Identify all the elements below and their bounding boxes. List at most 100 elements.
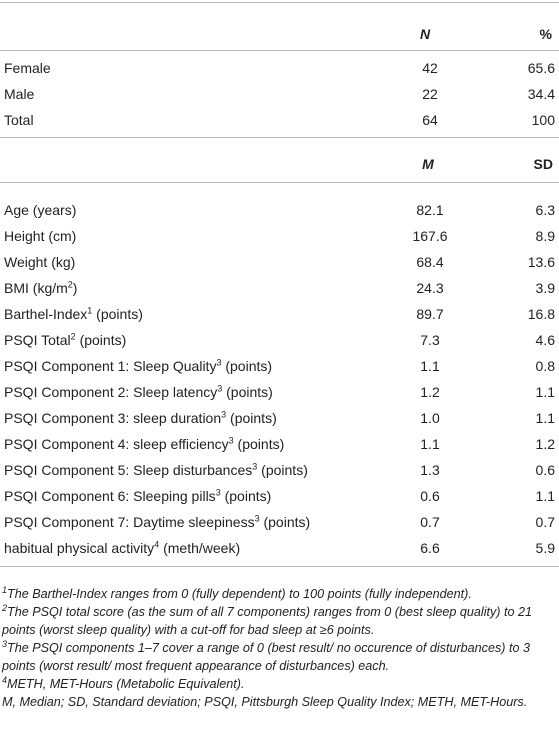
- label-text: PSQI Component 7: Daytime sleepiness: [4, 514, 255, 530]
- label-text: (points): [75, 332, 127, 348]
- superscript: 2: [70, 331, 76, 342]
- label-text: (points): [257, 462, 308, 478]
- cell-pct: 100: [531, 112, 555, 128]
- cell-sd: 1.1: [535, 410, 555, 426]
- cell-m: 6.6: [420, 540, 440, 556]
- superscript: 3: [221, 409, 227, 420]
- row-label: Female: [4, 60, 51, 76]
- cell-m: 0.6: [420, 488, 440, 504]
- cell-m: 1.2: [420, 384, 440, 400]
- footnote: 2The PSQI total score (as the sum of all…: [2, 603, 554, 639]
- row-label: PSQI Component 1: Sleep Quality3 (points…: [4, 357, 272, 375]
- cell-sd: 0.7: [535, 514, 555, 530]
- row-label: PSQI Component 4: sleep efficiency3 (poi…: [4, 435, 284, 453]
- superscript: 3: [216, 357, 222, 368]
- label-text: (points): [222, 384, 273, 400]
- footnote-text: M, Median; SD, Standard deviation; PSQI,…: [2, 695, 528, 709]
- label-text: PSQI Component 5: Sleep disturbances: [4, 462, 253, 478]
- cell-sd: 5.9: [535, 540, 555, 556]
- footnote: M, Median; SD, Standard deviation; PSQI,…: [2, 693, 554, 711]
- cell-sd: 1.1: [535, 384, 555, 400]
- label-text: (points): [233, 436, 285, 452]
- header-sd: SD: [533, 156, 553, 172]
- superscript: 4: [2, 674, 8, 685]
- label-text: PSQI Component 3: sleep duration: [4, 410, 222, 426]
- label-text: Weight (kg): [4, 254, 76, 270]
- header-pct: %: [539, 26, 552, 42]
- row-label: Male: [4, 86, 35, 102]
- label-text: ): [72, 280, 78, 296]
- row-label: Height (cm): [4, 227, 76, 245]
- row-label: PSQI Component 3: sleep duration3 (point…: [4, 409, 277, 427]
- superscript: 4: [154, 539, 160, 550]
- cell-m: 1.1: [420, 436, 440, 452]
- footnote-text: The PSQI total score (as the sum of all …: [2, 605, 533, 637]
- superscript: 3: [228, 435, 234, 446]
- row-label: PSQI Component 6: Sleeping pills3 (point…: [4, 487, 271, 505]
- superscript: 2: [67, 279, 73, 290]
- footnote-text: METH, MET-Hours (Metabolic Equivalent).: [7, 677, 245, 691]
- label-text: (points): [92, 306, 143, 322]
- label-text: (meth/week): [159, 540, 241, 556]
- cell-pct: 34.4: [527, 86, 555, 102]
- row-label: Total: [4, 112, 34, 128]
- row-label: PSQI Component 2: Sleep latency3 (points…: [4, 383, 273, 401]
- cell-sd: 0.6: [535, 462, 555, 478]
- row-label: BMI (kg/m2): [4, 279, 77, 297]
- row-label: PSQI Component 7: Daytime sleepiness3 (p…: [4, 513, 310, 531]
- rule: [0, 566, 559, 567]
- label-text: BMI (kg/m: [4, 280, 68, 296]
- header-m: M: [422, 156, 434, 172]
- footnotes: 1The Barthel-Index ranges from 0 (fully …: [2, 585, 554, 711]
- rule: [0, 182, 559, 183]
- cell-m: 82.1: [416, 202, 444, 218]
- label-text: (points): [226, 410, 277, 426]
- footnote-text: The Barthel-Index ranges from 0 (fully d…: [7, 587, 472, 601]
- cell-m: 68.4: [416, 254, 444, 270]
- superscript: 3: [254, 513, 260, 524]
- cell-sd: 1.2: [535, 436, 555, 452]
- superscript: 2: [2, 602, 8, 613]
- row-label: habitual physical activity4 (meth/week): [4, 539, 240, 557]
- label-text: PSQI Component 2: Sleep latency: [4, 384, 218, 400]
- cell-m: 1.0: [420, 410, 440, 426]
- cell-sd: 8.9: [535, 228, 555, 244]
- cell-m: 0.7: [420, 514, 440, 530]
- label-text: PSQI Total: [4, 332, 71, 348]
- cell-n: 64: [422, 112, 438, 128]
- row-label: Weight (kg): [4, 253, 75, 271]
- header-n: N: [419, 26, 431, 42]
- cell-sd: 4.6: [535, 332, 555, 348]
- cell-n: 42: [422, 60, 438, 76]
- cell-m: 24.3: [416, 280, 444, 296]
- cell-sd: 3.9: [535, 280, 555, 296]
- superscript: 3: [2, 638, 8, 649]
- cell-m: 1.3: [420, 462, 440, 478]
- label-text: habitual physical activity: [4, 540, 155, 556]
- rule: [0, 2, 559, 3]
- superscript: 3: [252, 461, 258, 472]
- label-text: PSQI Component 6: Sleeping pills: [4, 488, 216, 504]
- row-label: Barthel-Index1 (points): [4, 305, 143, 323]
- label-text: Height (cm): [4, 228, 77, 244]
- row-label: PSQI Total2 (points): [4, 331, 126, 349]
- cell-n: 22: [422, 86, 438, 102]
- footnote: 4METH, MET-Hours (Metabolic Equivalent).: [2, 675, 554, 693]
- superscript: 1: [87, 305, 93, 316]
- cell-sd: 1.1: [535, 488, 555, 504]
- cell-pct: 65.6: [527, 60, 555, 76]
- rule: [0, 50, 559, 51]
- label-text: (points): [259, 514, 311, 530]
- label-text: PSQI Component 4: sleep efficiency: [4, 436, 229, 452]
- cell-sd: 13.6: [527, 254, 555, 270]
- label-text: PSQI Component 1: Sleep Quality: [4, 358, 217, 374]
- cell-m: 7.3: [420, 332, 440, 348]
- label-text: Age (years): [4, 202, 77, 218]
- cell-sd: 6.3: [535, 202, 555, 218]
- footnote-text: The PSQI components 1–7 cover a range of…: [2, 641, 530, 673]
- rule: [0, 137, 559, 138]
- label-text: (points): [220, 488, 272, 504]
- cell-m: 1.1: [420, 358, 440, 374]
- label-text: (points): [221, 358, 273, 374]
